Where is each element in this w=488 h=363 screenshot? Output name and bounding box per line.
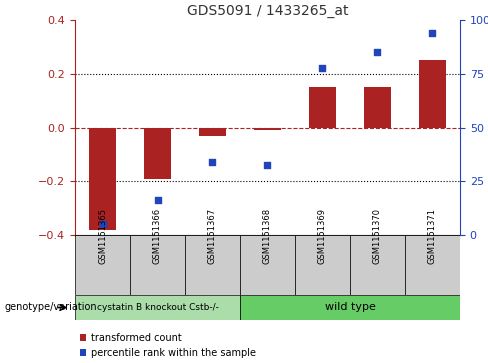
Point	[428, 30, 436, 36]
Bar	[185, 235, 240, 295]
Title: GDS5091 / 1433265_at: GDS5091 / 1433265_at	[187, 4, 348, 17]
Bar	[144, 127, 171, 179]
Point	[374, 49, 382, 55]
Text: cystatin B knockout Cstb-/-: cystatin B knockout Cstb-/-	[97, 303, 219, 312]
Bar	[199, 127, 226, 135]
Point	[154, 197, 162, 203]
Bar	[309, 87, 336, 127]
Bar	[350, 235, 405, 295]
Bar	[254, 127, 281, 130]
Bar	[75, 295, 240, 320]
Text: GSM1151371: GSM1151371	[428, 208, 437, 264]
Point	[319, 65, 326, 71]
Text: GSM1151369: GSM1151369	[318, 208, 327, 264]
Bar	[364, 87, 391, 127]
Text: GSM1151366: GSM1151366	[153, 208, 162, 264]
Text: GSM1151365: GSM1151365	[98, 208, 107, 264]
Text: GSM1151367: GSM1151367	[208, 208, 217, 264]
Bar	[419, 60, 446, 127]
Bar	[89, 127, 116, 230]
Bar	[240, 235, 295, 295]
Text: GSM1151370: GSM1151370	[373, 208, 382, 264]
Point	[99, 221, 106, 227]
Point	[208, 159, 216, 165]
Text: transformed count: transformed count	[91, 333, 182, 343]
Bar	[295, 235, 350, 295]
Text: wild type: wild type	[325, 302, 375, 313]
Bar	[130, 235, 185, 295]
Text: GSM1151368: GSM1151368	[263, 208, 272, 264]
Bar	[240, 295, 460, 320]
Text: percentile rank within the sample: percentile rank within the sample	[91, 348, 256, 358]
Bar	[405, 235, 460, 295]
Bar	[75, 235, 130, 295]
Point	[264, 162, 271, 168]
Text: genotype/variation: genotype/variation	[5, 302, 98, 313]
